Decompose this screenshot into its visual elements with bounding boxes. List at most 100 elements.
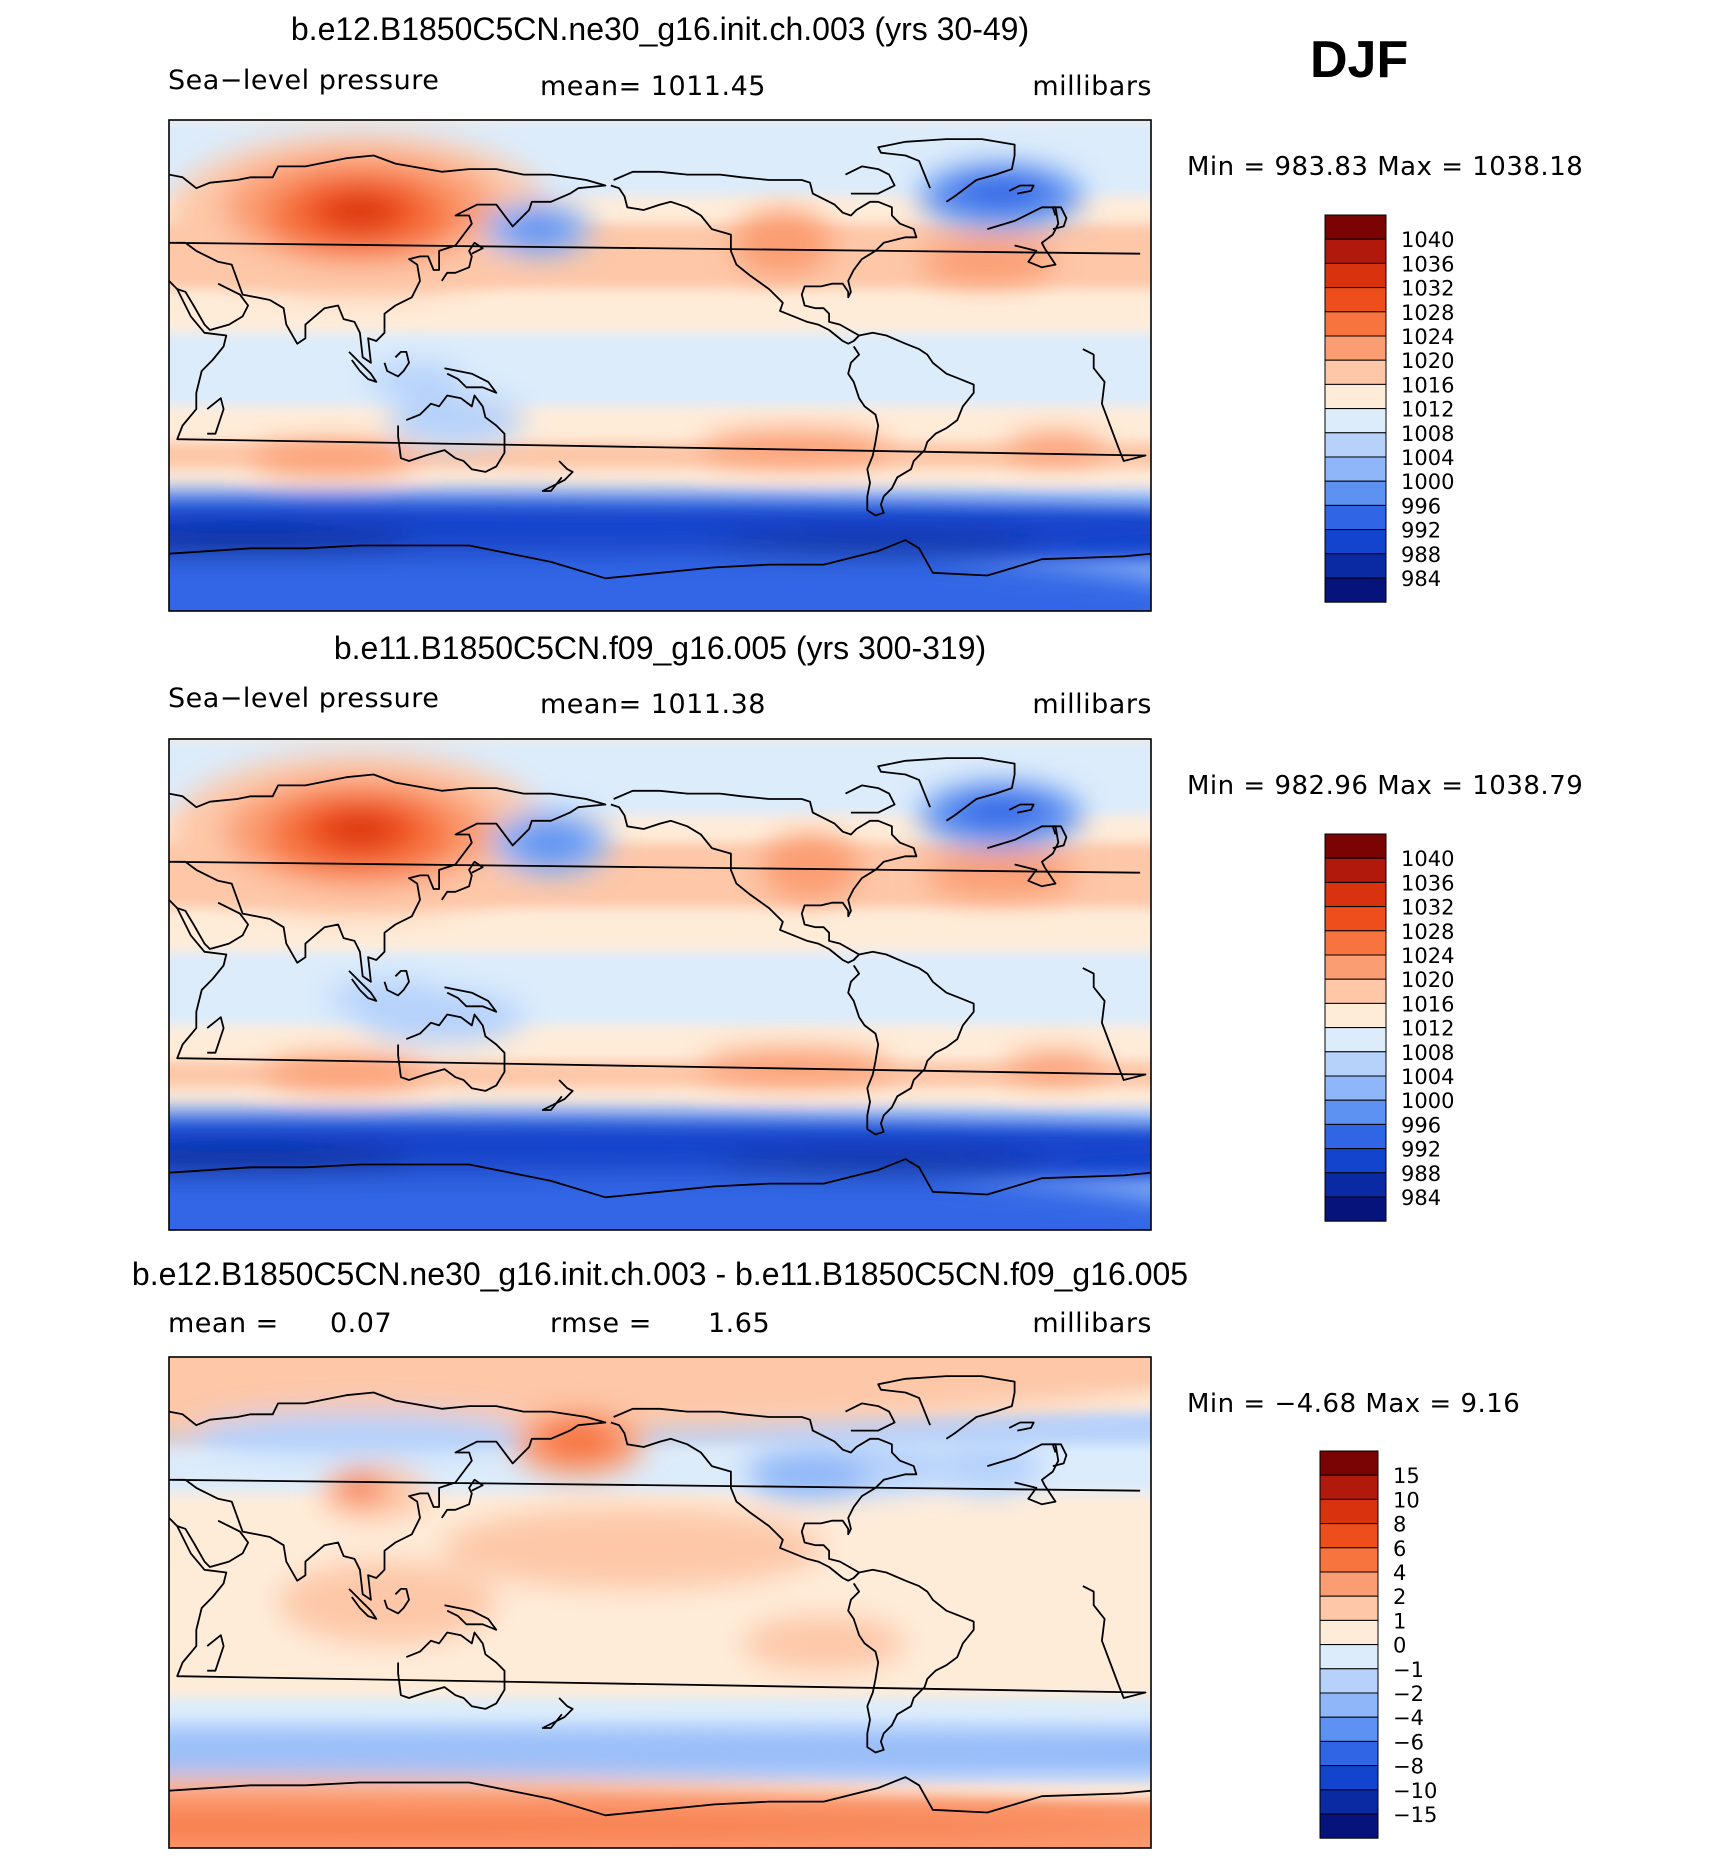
colorbar-swatch [1324, 954, 1387, 980]
colorbar-label: 1020 [1401, 968, 1454, 992]
colorbar-swatch [1324, 456, 1387, 482]
pressure-cell [951, 174, 1051, 208]
panel-2-left-label: Sea−level pressure [168, 683, 439, 714]
pressure-band [169, 1766, 1151, 1783]
coastline [877, 1375, 1016, 1440]
colorbar-label: 1000 [1401, 470, 1454, 494]
colorbar-label: −1 [1393, 1658, 1424, 1682]
coastline [444, 367, 498, 394]
pressure-band [169, 1697, 1151, 1723]
pressure-cell [504, 212, 570, 246]
colorbar-label: −2 [1393, 1682, 1424, 1706]
coastline [397, 1013, 506, 1092]
pressure-cell [539, 1417, 617, 1461]
panel-2-units: millibars [1032, 689, 1152, 720]
colorbar-swatch [1324, 408, 1387, 434]
pressure-band [169, 406, 1151, 442]
colorbar-swatch [1324, 359, 1387, 385]
colorbar-swatch [1324, 432, 1387, 458]
colorbar-swatch [1324, 504, 1387, 531]
colorbar-label: −8 [1393, 1755, 1424, 1779]
panel-3: b.e12.B1850C5CN.ne30_g16.init.ch.003 - b… [132, 1256, 1520, 1849]
coastline [169, 154, 1141, 364]
pressure-band [169, 332, 1151, 407]
panel-2-mean-label: mean= 1011.38 [540, 689, 766, 720]
coastline [987, 825, 1060, 888]
panel-1-min-max: Min = 983.83 Max = 1038.18 [1187, 152, 1583, 182]
colorbar-swatch [1324, 1123, 1387, 1150]
coastline [987, 206, 1060, 269]
colorbar-swatch [1319, 1692, 1379, 1718]
panel-2-min-max: Min = 982.96 Max = 1038.79 [1187, 771, 1583, 801]
pressure-cell [196, 1411, 524, 1456]
coastline [169, 1158, 1151, 1199]
pressure-cell [327, 979, 448, 1018]
pressure-cell [169, 1744, 1151, 1761]
colorbar-label: −4 [1393, 1706, 1424, 1730]
colorbar-label: 1032 [1401, 896, 1454, 920]
pressure-cell [250, 441, 415, 475]
colorbar-swatch [1319, 1523, 1379, 1549]
colorbar-label: 1012 [1401, 1017, 1454, 1041]
coastline [441, 1478, 484, 1519]
pressure-cell [169, 1812, 1151, 1840]
colorbar-label: 4 [1393, 1561, 1406, 1585]
coastline [1051, 206, 1068, 230]
colorbar-label: 984 [1401, 1186, 1441, 1210]
coastline [348, 351, 378, 383]
coastline [1051, 825, 1068, 849]
season-label: DJF [1310, 31, 1408, 89]
panel-1-units: millibars [1032, 71, 1152, 102]
colorbar-label: 1012 [1401, 398, 1454, 422]
panel-3-min-max: Min = −4.68 Max = 9.16 [1187, 1389, 1520, 1419]
pressure-band [169, 289, 1151, 333]
pressure-cell [760, 834, 860, 900]
coastline [176, 282, 249, 331]
colorbar-swatch [1324, 335, 1387, 361]
coastlines [169, 757, 1151, 1199]
pressure-cell [327, 199, 393, 227]
colorbar-label: −10 [1393, 1779, 1437, 1803]
colorbar-swatch [1324, 553, 1387, 579]
colorbar-swatch [1319, 1547, 1379, 1573]
pressure-band [169, 1088, 1151, 1108]
colorbar-label: 2 [1393, 1585, 1406, 1609]
pressure-cell [264, 1055, 429, 1089]
colorbar-swatch [1319, 1595, 1379, 1621]
colorbar-swatch [1319, 1716, 1379, 1742]
colorbar-label: 988 [1401, 543, 1441, 567]
coastline [610, 1407, 918, 1582]
colorbar-label: 1028 [1401, 920, 1454, 944]
pressure-cell [714, 1156, 1042, 1173]
colorbar-swatch [1319, 1740, 1379, 1767]
panel-2: b.e11.B1850C5CN.f09_g16.005 (yrs 300-319… [168, 630, 1583, 1231]
colorbar-label: 15 [1393, 1464, 1420, 1488]
pressure-cell [441, 1507, 824, 1589]
coastline [1008, 1421, 1035, 1432]
colorbar-label: 1032 [1401, 277, 1454, 301]
coastline [610, 170, 918, 345]
panel-1: b.e12.B1850C5CN.ne30_g16.init.ch.003 (yr… [168, 11, 1583, 612]
pressure-cell [951, 793, 1051, 827]
coastline [845, 1402, 896, 1432]
colorbar-swatch [1319, 1644, 1379, 1670]
pressure-band [169, 1107, 1151, 1119]
colorbar-label: 6 [1393, 1537, 1406, 1561]
coastline [845, 784, 896, 814]
colorbar-swatch [1319, 1619, 1379, 1646]
colorbar-label: 1024 [1401, 944, 1454, 968]
pressure-cell [1006, 1052, 1105, 1080]
coastline [176, 1519, 249, 1568]
colorbar-label: 1004 [1401, 1065, 1454, 1089]
colorbar-label: 996 [1401, 494, 1441, 518]
colorbar-swatch [1324, 311, 1387, 337]
colorbar-label: 984 [1401, 567, 1441, 591]
colorbar-swatch [1319, 1450, 1379, 1476]
colorbar-swatch [1324, 1099, 1387, 1125]
colorbar-label: 1040 [1401, 847, 1454, 871]
coastline [847, 1568, 975, 1754]
colorbar-swatch [1324, 1051, 1387, 1077]
pressure-band [169, 951, 1151, 1026]
coastline [397, 1631, 506, 1710]
